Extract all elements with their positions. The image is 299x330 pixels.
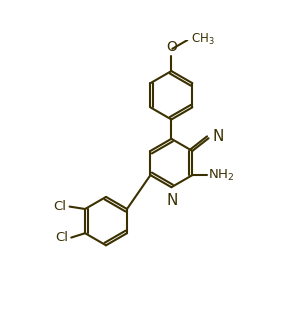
Text: CH$_3$: CH$_3$: [190, 32, 214, 47]
Text: NH$_2$: NH$_2$: [208, 168, 234, 183]
Text: Cl: Cl: [55, 231, 68, 244]
Text: N: N: [213, 129, 224, 144]
Text: N: N: [167, 193, 178, 208]
Text: Cl: Cl: [54, 200, 66, 213]
Text: O: O: [166, 40, 177, 54]
